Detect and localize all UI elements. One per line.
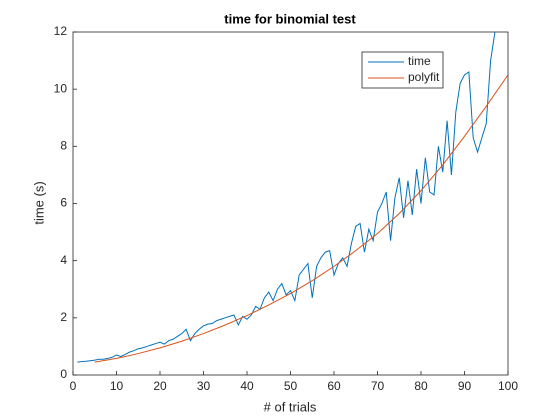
y-tick-label: 8 bbox=[60, 139, 67, 153]
plot-lines bbox=[77, 32, 508, 363]
y-tick-label: 6 bbox=[60, 196, 67, 210]
x-tick-label: 80 bbox=[414, 379, 428, 393]
x-tick-label: 100 bbox=[498, 379, 518, 393]
x-tick-label: 90 bbox=[458, 379, 472, 393]
legend-box bbox=[361, 51, 444, 89]
y-tick-label: 12 bbox=[54, 24, 68, 38]
y-tick-label: 10 bbox=[54, 81, 68, 95]
x-tick-label: 20 bbox=[153, 379, 167, 393]
x-tick-label: 0 bbox=[70, 379, 77, 393]
y-tick-label: 4 bbox=[60, 253, 67, 267]
y-tick-label: 2 bbox=[60, 310, 67, 324]
y-tick-label: 0 bbox=[60, 367, 67, 381]
y-axis-label: time (s) bbox=[31, 181, 46, 224]
legend-label: polyfit bbox=[408, 70, 440, 84]
x-axis-label: # of trials bbox=[264, 399, 317, 414]
x-tick-label: 10 bbox=[110, 379, 124, 393]
x-tick-label: 30 bbox=[197, 379, 211, 393]
x-tick-label: 50 bbox=[284, 379, 298, 393]
series-line bbox=[77, 32, 496, 363]
x-tick-label: 40 bbox=[240, 379, 254, 393]
legend-label: time bbox=[408, 54, 431, 68]
series-line bbox=[94, 74, 508, 363]
plot-area bbox=[72, 31, 509, 376]
chart-title: time for binomial test bbox=[224, 11, 356, 26]
x-tick-label: 70 bbox=[371, 379, 385, 393]
x-tick-label: 60 bbox=[327, 379, 341, 393]
